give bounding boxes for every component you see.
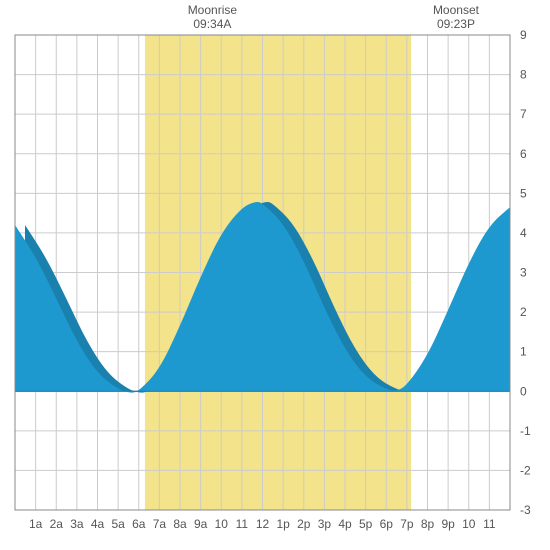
svg-text:7: 7: [520, 107, 527, 121]
svg-text:-3: -3: [520, 503, 531, 517]
svg-text:11: 11: [236, 517, 249, 531]
svg-text:2: 2: [520, 305, 527, 319]
svg-text:3p: 3p: [318, 517, 332, 531]
svg-text:9: 9: [520, 28, 527, 42]
svg-text:3a: 3a: [70, 517, 84, 531]
moonrise: Moonrise09:34A: [188, 3, 238, 31]
y-axis-labels: -3 -2 -1 0 1 2 3 4 5 6 7 8 9: [520, 28, 531, 517]
svg-text:2a: 2a: [50, 517, 64, 531]
x-axis-labels: 1a 2a 3a 4a 5a 6a 7a 8a 9a 10 11 12 1p 2p 3p 4p 5p 6p 7p 8p…: [29, 517, 496, 531]
svg-text:1: 1: [520, 345, 527, 359]
svg-text:09:23P: 09:23P: [437, 17, 475, 31]
svg-text:6a: 6a: [132, 517, 146, 531]
svg-text:11: 11: [483, 517, 496, 531]
svg-text:8p: 8p: [421, 517, 435, 531]
svg-text:4p: 4p: [338, 517, 352, 531]
svg-text:10: 10: [215, 517, 229, 531]
moonset: Moonset09:23P: [433, 3, 480, 31]
svg-text:12: 12: [256, 517, 270, 531]
svg-text:1p: 1p: [276, 517, 290, 531]
svg-text:4a: 4a: [91, 517, 105, 531]
svg-text:9a: 9a: [194, 517, 208, 531]
svg-text:6: 6: [520, 147, 527, 161]
svg-text:8a: 8a: [173, 517, 187, 531]
svg-text:Moonset: Moonset: [433, 3, 480, 17]
svg-text:-2: -2: [520, 463, 531, 477]
svg-text:7a: 7a: [153, 517, 167, 531]
svg-text:6p: 6p: [380, 517, 394, 531]
svg-text:0: 0: [520, 384, 527, 398]
svg-text:3: 3: [520, 266, 527, 280]
svg-text:10: 10: [462, 517, 476, 531]
svg-text:9p: 9p: [441, 517, 455, 531]
svg-text:7p: 7p: [400, 517, 414, 531]
svg-text:-1: -1: [520, 424, 531, 438]
svg-text:2p: 2p: [297, 517, 311, 531]
svg-text:4: 4: [520, 226, 527, 240]
svg-text:5p: 5p: [359, 517, 373, 531]
svg-text:5a: 5a: [111, 517, 125, 531]
svg-text:Moonrise: Moonrise: [188, 3, 238, 17]
svg-text:8: 8: [520, 68, 527, 82]
svg-text:5: 5: [520, 186, 527, 200]
svg-text:1a: 1a: [29, 517, 43, 531]
tide-chart: 1a2a3a4a5a6a7a8a9a1011121p2p3p4p5p6p7p8p…: [0, 0, 550, 550]
svg-text:09:34A: 09:34A: [193, 17, 231, 31]
